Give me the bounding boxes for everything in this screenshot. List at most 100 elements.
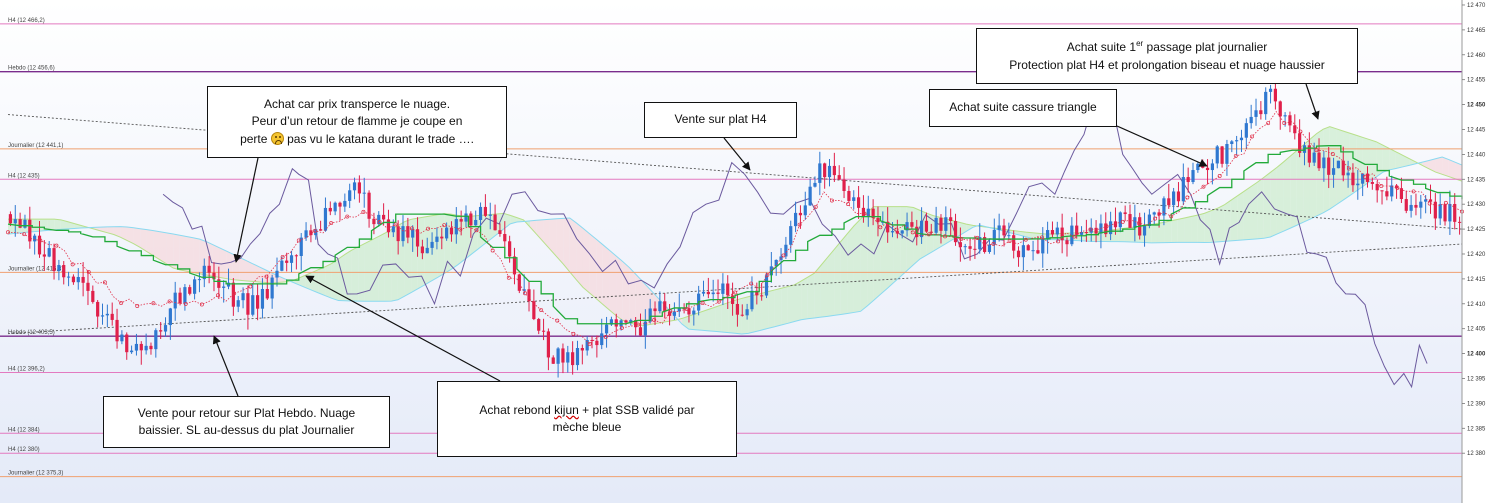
candle-body <box>532 301 536 320</box>
candle-body <box>1283 115 1287 117</box>
tenkan-marker <box>1104 224 1109 229</box>
candle-body <box>469 213 473 226</box>
candle-body <box>1041 239 1045 254</box>
chikou-line <box>162 93 1428 389</box>
candle-body <box>1317 152 1321 169</box>
cloud-segment <box>126 226 134 244</box>
candle-body <box>585 339 589 351</box>
y-axis-tick-label: 12 415 <box>1467 277 1486 283</box>
cloud-segment <box>437 213 445 278</box>
candle-body <box>1026 245 1030 251</box>
candle-body <box>949 217 953 221</box>
candle-body <box>508 241 512 257</box>
candle-body <box>52 248 56 272</box>
cloud-segment <box>259 266 266 283</box>
cloud-segment <box>781 286 788 326</box>
candle-body <box>105 313 109 316</box>
cloud-segment <box>1250 182 1258 240</box>
candle-body <box>944 217 948 231</box>
candle-body <box>1186 177 1190 183</box>
candle-body <box>1438 204 1442 219</box>
tenkan-marker <box>506 275 511 280</box>
candle-body <box>1050 230 1055 235</box>
candle-body <box>289 255 294 263</box>
cloud-segment <box>146 229 154 256</box>
candle-body <box>541 330 546 332</box>
tenkan-marker <box>1427 201 1432 206</box>
candle-body <box>1273 88 1278 102</box>
cloud-segment <box>1257 177 1264 239</box>
tenkan-marker <box>539 308 544 312</box>
tenkan-marker <box>54 243 59 248</box>
candle-body <box>634 320 638 328</box>
candle-body <box>256 295 260 309</box>
candle-body <box>861 207 866 218</box>
candle-body <box>474 219 478 226</box>
candle-body <box>1298 133 1302 153</box>
cloud-segment <box>794 281 802 322</box>
cloud-segment <box>893 206 901 283</box>
tenkan-marker <box>6 230 10 235</box>
annotation-a3-line2: mèche bleue <box>552 420 622 434</box>
candle-body <box>76 276 80 283</box>
candle-body <box>343 200 347 207</box>
candle-body <box>241 293 245 301</box>
candle-body <box>299 237 303 257</box>
candle-body <box>852 197 856 201</box>
candle-body <box>803 205 807 216</box>
candle-body <box>134 343 139 351</box>
candle-body <box>881 221 885 223</box>
candle-body <box>338 202 342 207</box>
candle-body <box>968 246 972 249</box>
candle-body <box>226 282 231 287</box>
cloud-segment <box>1389 148 1396 170</box>
annotation-a4-line1: Vente sur plat H4 <box>674 112 767 127</box>
tenkan-marker <box>458 227 463 232</box>
candle-body <box>687 308 691 315</box>
candle-body <box>1288 115 1292 126</box>
tenkan-marker <box>296 238 301 243</box>
candle-body <box>571 352 575 366</box>
candle-body <box>692 310 696 315</box>
cloud-segment <box>166 232 174 269</box>
candle-body <box>900 230 904 234</box>
annotation-a6-line2: Protection plat H4 et prolongation bisea… <box>1009 57 1325 72</box>
candle-body <box>391 226 395 233</box>
tenkan-marker <box>329 221 334 226</box>
cloud-segment <box>543 219 550 250</box>
candle-body <box>886 221 890 233</box>
y-axis-tick-label: 12 390 <box>1467 401 1486 407</box>
tenkan-marker <box>1040 235 1044 240</box>
tenkan-marker <box>135 304 140 308</box>
candle-body <box>522 289 526 291</box>
annotation-a2: Vente pour retour sur Plat Hebdo. Nuage … <box>103 396 390 448</box>
cloud-segment <box>212 244 220 278</box>
cloud-segment <box>325 263 332 299</box>
cloud-segment <box>1442 157 1449 177</box>
tenkan-marker <box>733 290 737 295</box>
cloud-segment <box>853 219 861 313</box>
cloud-segment <box>430 214 438 282</box>
candle-body <box>1341 160 1345 176</box>
candle-body <box>125 334 129 353</box>
level-label: Journalier (12 441,1) <box>8 143 63 149</box>
candle-body <box>425 247 429 254</box>
tenkan-marker <box>684 306 689 311</box>
candle-body <box>1070 225 1074 245</box>
candle-body <box>1249 116 1253 124</box>
kijun-line <box>7 145 1463 325</box>
cloud-segment <box>801 277 808 320</box>
cloud-segment <box>807 273 815 319</box>
candle-body <box>1075 225 1079 235</box>
tenkan-marker <box>862 211 867 216</box>
annotation-arrow <box>1116 125 1208 167</box>
annotation-a4: Vente sur plat H4 <box>644 102 797 138</box>
tenkan-marker <box>1330 152 1335 156</box>
tenkan-marker <box>1153 216 1157 221</box>
candle-body <box>348 190 352 201</box>
y-axis-tick-label: 12 400 <box>1467 352 1486 358</box>
tenkan-marker <box>1266 121 1271 126</box>
annotation-arrow <box>305 275 501 382</box>
candle-body <box>1457 221 1462 223</box>
cloud-segment <box>384 229 392 302</box>
